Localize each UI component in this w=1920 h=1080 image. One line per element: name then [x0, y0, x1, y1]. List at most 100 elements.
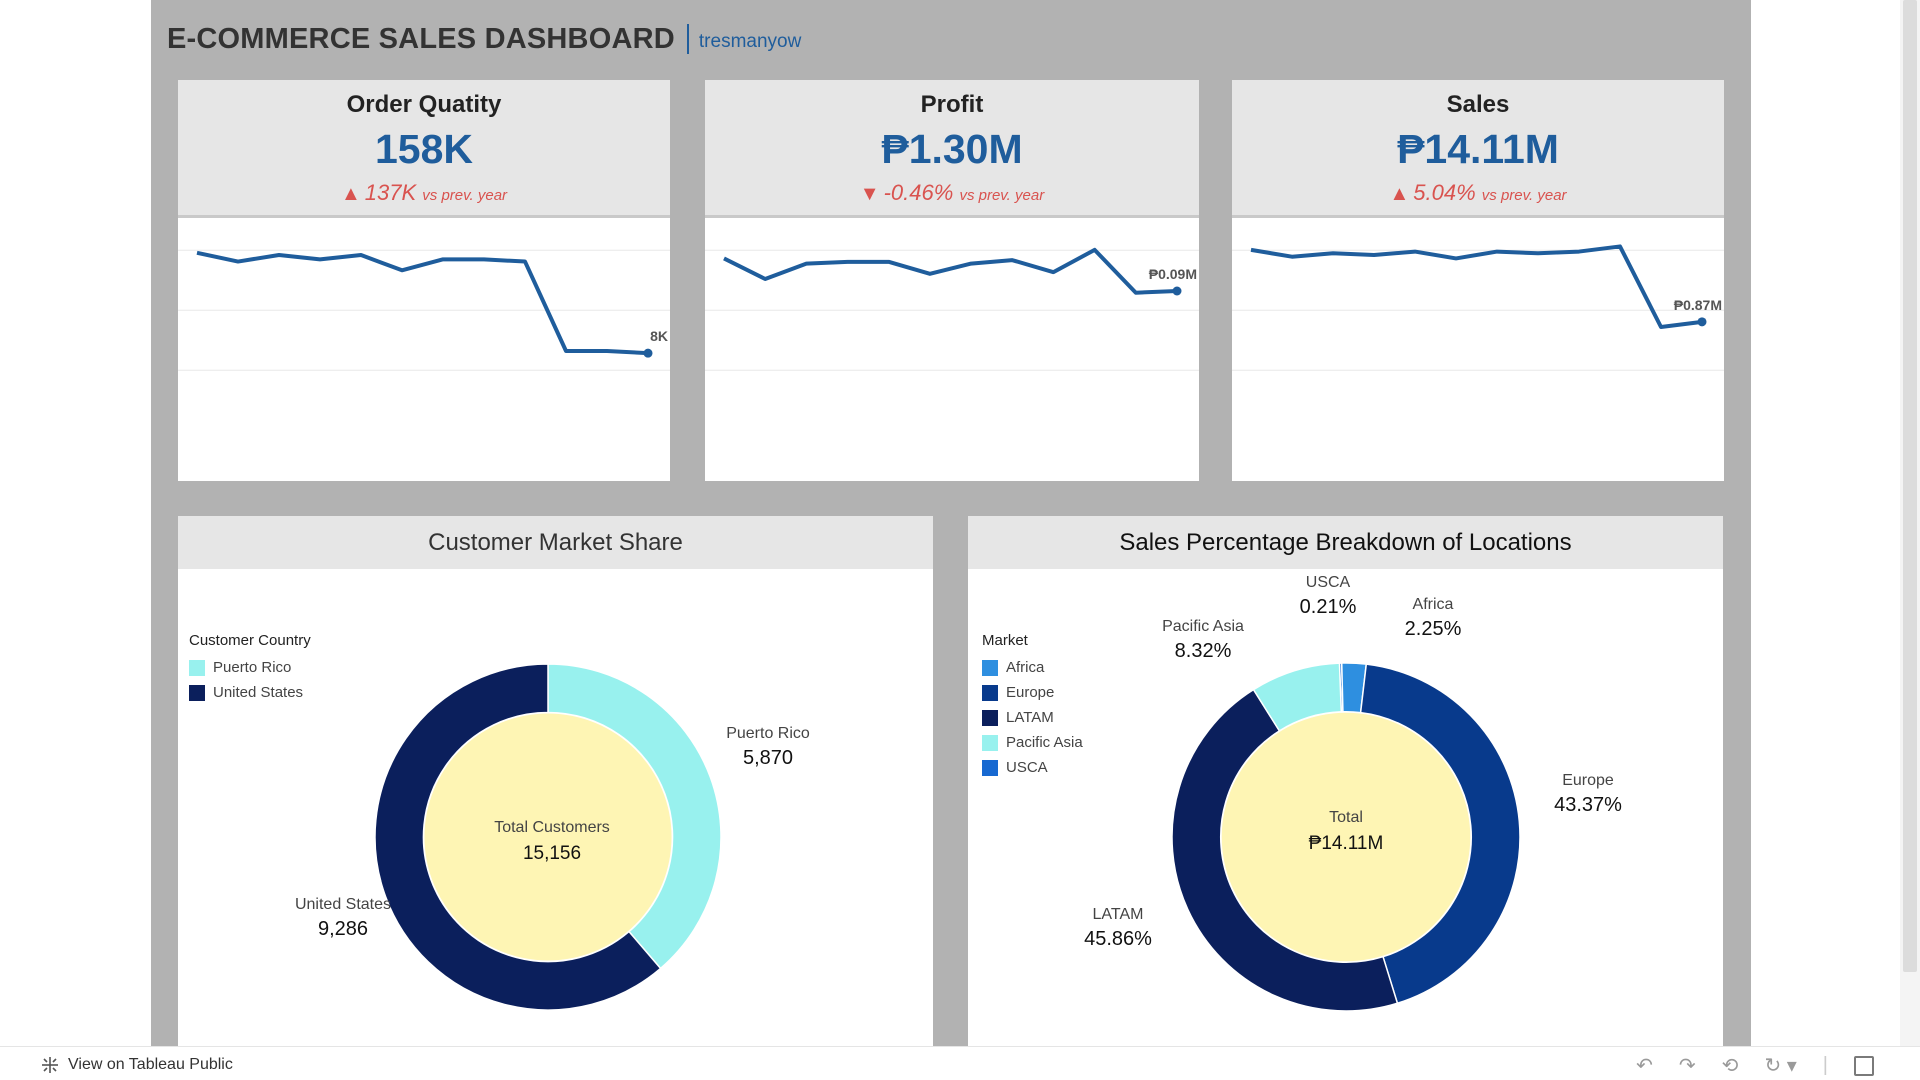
- sparkline-sales[interactable]: ₱0.87M: [1232, 221, 1724, 481]
- center-title: Total: [1329, 809, 1363, 826]
- slice-value: 0.21%: [1299, 596, 1357, 618]
- dashboard-title: E-COMMERCE SALES DASHBOARD: [167, 22, 675, 55]
- panel-title: Sales Percentage Breakdown of Locations: [968, 516, 1723, 569]
- slice-label-united-states: United States 9,286: [278, 896, 408, 941]
- fullscreen-icon[interactable]: [1854, 1055, 1874, 1076]
- vertical-scrollbar[interactable]: [1900, 0, 1920, 1046]
- center-title: Total Customers: [494, 819, 610, 836]
- legend-swatch: [982, 734, 998, 751]
- kpi-label: Sales: [1446, 91, 1510, 118]
- customer-share-donut[interactable]: [373, 662, 723, 1012]
- dashboard-canvas: E-COMMERCE SALES DASHBOARD tresmanyow Or…: [151, 0, 1751, 1046]
- scrollbar-thumb[interactable]: [1903, 0, 1917, 972]
- sparkline-profit[interactable]: ₱0.09M: [705, 221, 1199, 481]
- legend-label: USCA: [1006, 759, 1048, 776]
- tableau-link-label: View on Tableau Public: [68, 1056, 233, 1073]
- legend-title: Market: [982, 632, 1028, 649]
- kpi-vs-text: vs prev. year: [1481, 187, 1567, 204]
- legend-label: Pacific Asia: [1006, 734, 1083, 751]
- legend-item-africa[interactable]: Africa: [982, 655, 1083, 680]
- slice-label-africa: Africa 2.25%: [1373, 596, 1493, 641]
- legend-item-puerto-rico[interactable]: Puerto Rico: [189, 655, 311, 680]
- donut-slice-puerto-rico[interactable]: [547, 663, 722, 970]
- kpi-card-order-quantity[interactable]: Order Quatity 158K ▲ 137K vs prev. year 8…: [178, 80, 670, 481]
- legend-item-pacific-asia[interactable]: Pacific Asia: [982, 730, 1083, 755]
- kpi-card-profit[interactable]: Profit ₱1.30M ▼ -0.46% vs prev. year ₱0.0…: [705, 80, 1199, 481]
- sales-breakdown-donut[interactable]: [1170, 661, 1522, 1013]
- kpi-label: Profit: [920, 91, 984, 118]
- undo-icon[interactable]: ↶: [1636, 1055, 1653, 1077]
- donut-center: [1221, 712, 1471, 962]
- slice-value: 45.86%: [1084, 928, 1152, 950]
- view-on-tableau-link[interactable]: View on Tableau Public: [40, 1055, 233, 1075]
- slice-name: Africa: [1412, 596, 1454, 613]
- legend-item-latam[interactable]: LATAM: [982, 705, 1083, 730]
- legend-title: Customer Country: [189, 632, 311, 649]
- trend-line: [196, 250, 649, 356]
- slice-label-usca: USCA 0.21%: [1268, 574, 1388, 619]
- legend-label: Africa: [1006, 659, 1045, 676]
- kpi-value: ₱1.30M: [881, 126, 1023, 172]
- donut-slice-europe[interactable]: [1359, 663, 1521, 1005]
- kpi-delta: ▲ 5.04% vs prev. year: [1232, 180, 1724, 206]
- legend-swatch: [982, 659, 998, 676]
- kpi-header: Profit ₱1.30M ▼ -0.46% vs prev. year: [705, 80, 1199, 218]
- slice-label-europe: Europe 43.37%: [1528, 772, 1648, 817]
- dashboard-header: E-COMMERCE SALES DASHBOARD tresmanyow: [167, 18, 801, 60]
- trend-line: [723, 247, 1178, 295]
- kpi-delta-value: 5.04%: [1413, 180, 1476, 205]
- kpi-header: Sales ₱14.11M ▲ 5.04% vs prev. year: [1232, 80, 1724, 218]
- donut-slice-united-states[interactable]: [374, 663, 662, 1011]
- donut-slice-pacific-asia[interactable]: [1252, 662, 1343, 732]
- legend-item-europe[interactable]: Europe: [982, 680, 1083, 705]
- refresh-dropdown-icon[interactable]: ↻ ▾: [1764, 1055, 1797, 1077]
- kpi-header: Order Quatity 158K ▲ 137K vs prev. year: [178, 80, 670, 218]
- legend-label: LATAM: [1006, 709, 1054, 726]
- legend-item-usca[interactable]: USCA: [982, 755, 1083, 780]
- donut-slice-latam[interactable]: [1171, 688, 1399, 1012]
- market-legend[interactable]: Market Africa Europe LATAM Pacific Asia …: [982, 632, 1083, 780]
- slice-value: 43.37%: [1554, 794, 1622, 816]
- slice-value: 5,870: [742, 747, 794, 769]
- slice-value: 9,286: [317, 918, 369, 940]
- slice-value: 8.32%: [1174, 640, 1232, 662]
- footer-tools: ↶ ↷ ⟲ ↻ ▾ |: [1636, 1053, 1874, 1078]
- trend-end-point: [1172, 286, 1182, 296]
- donut-center-label: Total Customers 15,156: [392, 819, 712, 865]
- tableau-logo-icon: [42, 1057, 58, 1073]
- slice-label-puerto-rico: Puerto Rico 5,870: [708, 725, 828, 770]
- kpi-vs-text: vs prev. year: [422, 187, 508, 204]
- sales-breakdown-panel: Sales Percentage Breakdown of Locations …: [968, 516, 1723, 1046]
- slice-label-pacific-asia: Pacific Asia 8.32%: [1138, 618, 1268, 663]
- kpi-value: ₱14.11M: [1397, 126, 1559, 172]
- legend-swatch: [189, 659, 205, 676]
- kpi-card-sales[interactable]: Sales ₱14.11M ▲ 5.04% vs prev. year ₱0.87…: [1232, 80, 1724, 481]
- legend-label: Europe: [1006, 684, 1055, 701]
- trend-end-point: [643, 348, 653, 358]
- kpi-delta-value: -0.46%: [883, 180, 954, 205]
- legend-label: Puerto Rico: [213, 659, 292, 676]
- slice-name: United States: [294, 896, 392, 913]
- redo-icon[interactable]: ↷: [1678, 1055, 1696, 1077]
- triangle-down-icon: ▼: [859, 183, 880, 205]
- slice-label-latam: LATAM 45.86%: [1058, 906, 1178, 951]
- trend-line: [1250, 244, 1703, 329]
- kpi-delta-value: 137K: [364, 180, 417, 205]
- revert-icon[interactable]: ⟲: [1721, 1055, 1739, 1077]
- legend-item-united-states[interactable]: United States: [189, 680, 311, 705]
- panel-title: Customer Market Share: [178, 516, 933, 569]
- kpi-vs-text: vs prev. year: [959, 187, 1045, 204]
- legend-swatch: [982, 759, 998, 776]
- donut-center-label: Total ₱14.11M: [1186, 809, 1506, 855]
- legend-label: United States: [213, 684, 304, 701]
- sparkline-order-quantity[interactable]: 8K: [178, 221, 670, 481]
- title-separator: [686, 24, 689, 54]
- trend-end-label: ₱0.09M: [1149, 266, 1197, 282]
- slice-name: Puerto Rico: [726, 725, 810, 742]
- legend-swatch: [982, 709, 998, 726]
- trend-end-label: 8K: [650, 328, 668, 344]
- slice-name: Europe: [1562, 772, 1614, 789]
- customer-country-legend[interactable]: Customer Country Puerto Rico United Stat…: [189, 632, 311, 705]
- dashboard-author[interactable]: tresmanyow: [698, 31, 802, 52]
- slice-name: USCA: [1305, 574, 1351, 591]
